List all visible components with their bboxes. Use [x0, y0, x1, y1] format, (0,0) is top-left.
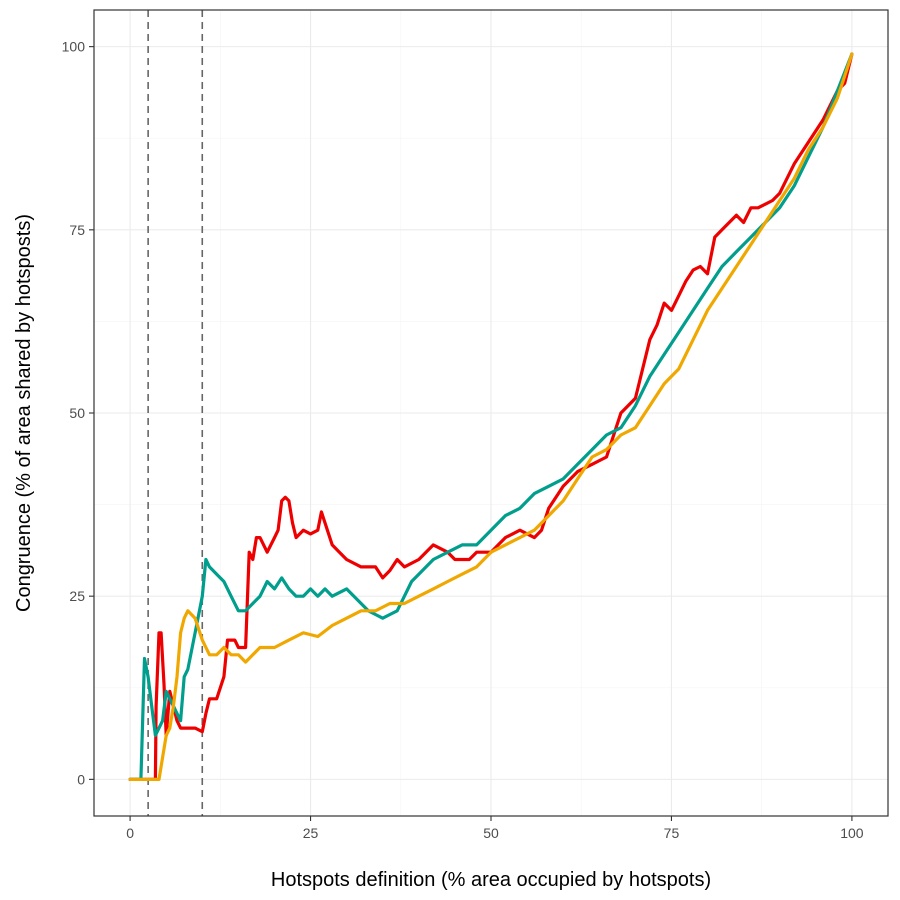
y-tick-label: 100	[62, 39, 86, 55]
series-lines	[128, 52, 854, 782]
x-tick-label: 100	[840, 825, 864, 841]
x-tick-label: 75	[664, 825, 680, 841]
x-tick-label: 25	[303, 825, 319, 841]
reference-lines	[147, 10, 204, 816]
series-line-3	[128, 52, 854, 782]
y-tick-label: 75	[69, 222, 85, 238]
series-line-1	[128, 52, 854, 782]
grid	[94, 10, 888, 816]
y-tick-label: 25	[69, 588, 85, 604]
y-tick-label: 50	[69, 405, 85, 421]
series-line-2	[128, 52, 854, 782]
x-tick-label: 0	[126, 825, 134, 841]
axis-ticks: 0 25 50 75 100 0 25 50 75 100	[62, 39, 864, 841]
x-axis-title: Hotspots definition (% area occupied by …	[271, 869, 711, 891]
y-axis-title: Congruence (% of area shared by hotspost…	[13, 214, 35, 612]
x-tick-label: 50	[483, 825, 499, 841]
y-tick-label: 0	[77, 771, 85, 787]
